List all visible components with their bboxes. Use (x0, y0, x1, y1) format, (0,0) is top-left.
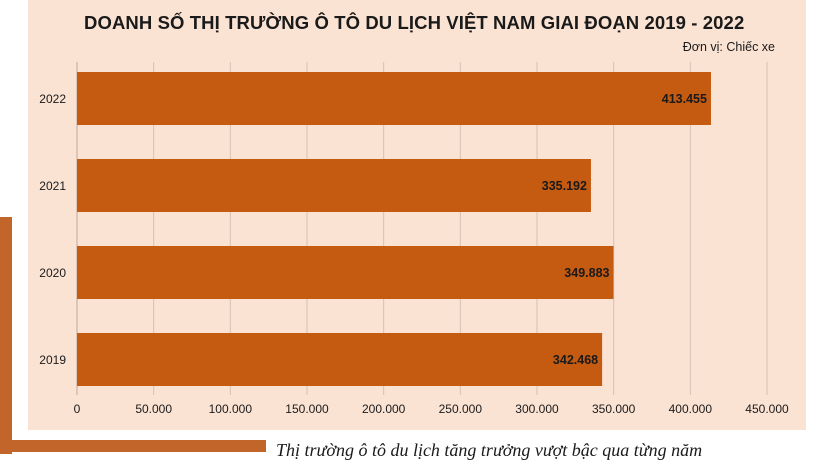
bar (77, 159, 591, 212)
y-tick-label: 2021 (39, 179, 66, 193)
data-label: 349.883 (564, 266, 609, 280)
x-tick-label: 100.000 (209, 402, 253, 416)
figure-caption: Thị trường ô tô du lịch tăng trưởng vượt… (276, 440, 703, 460)
bar (77, 246, 614, 299)
chart-title: DOANH SỐ THỊ TRƯỜNG Ô TÔ DU LỊCH VIỆT NA… (84, 12, 745, 33)
x-tick-label: 400.000 (669, 402, 713, 416)
data-label: 342.468 (553, 353, 598, 367)
decorative-bracket-horizontal (0, 440, 266, 452)
y-tick-label: 2020 (39, 266, 66, 280)
data-label: 335.192 (542, 179, 587, 193)
x-tick-label: 50.000 (135, 402, 172, 416)
y-tick-label: 2022 (39, 92, 66, 106)
x-tick-label: 0 (74, 402, 81, 416)
x-tick-label: 150.000 (285, 402, 329, 416)
bar (77, 333, 603, 386)
x-tick-label: 350.000 (592, 402, 636, 416)
data-label: 413.455 (662, 92, 707, 106)
bar (77, 72, 711, 125)
unit-label: Đơn vị: Chiếc xe (682, 40, 775, 54)
x-tick-label: 300.000 (515, 402, 559, 416)
y-tick-label: 2019 (39, 353, 66, 367)
x-tick-label: 450.000 (745, 402, 789, 416)
x-tick-label: 200.000 (362, 402, 406, 416)
x-tick-label: 250.000 (439, 402, 483, 416)
decorative-bracket-vertical (0, 217, 12, 454)
